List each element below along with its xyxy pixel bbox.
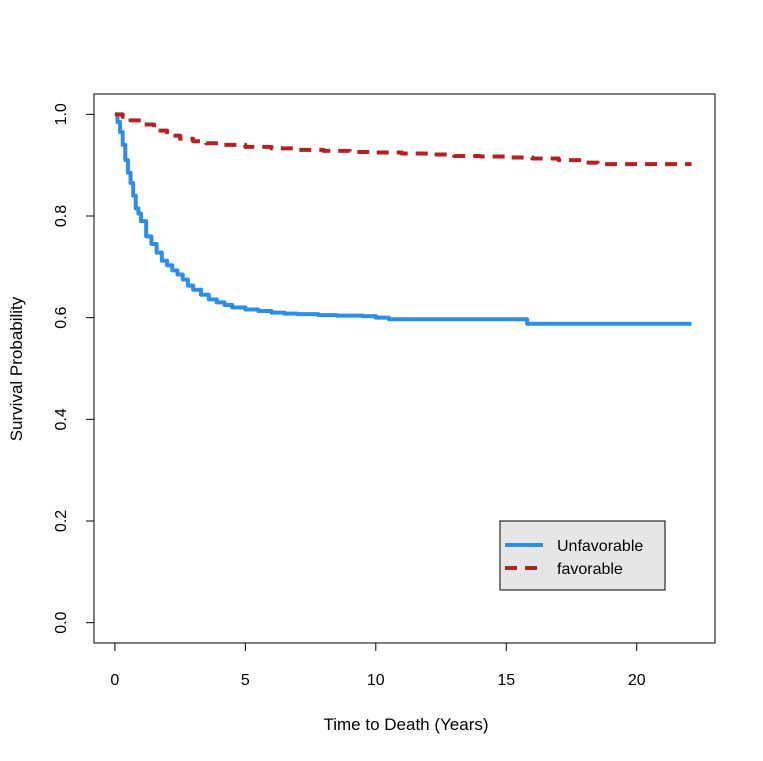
y-tick-label: 0.2 xyxy=(53,510,70,532)
y-tick-label: 0.8 xyxy=(53,205,70,227)
x-tick-label: 20 xyxy=(628,672,646,689)
y-tick-label: 0.0 xyxy=(53,611,70,633)
x-tick-label: 5 xyxy=(241,672,250,689)
series-line-favorable xyxy=(114,112,692,167)
y-tick-label: 0.6 xyxy=(53,306,70,328)
legend-label-unfavorable: Unfavorable xyxy=(557,538,643,555)
y-axis: 0.0 0.2 0.4 0.6 0.8 1.0 xyxy=(53,103,95,634)
y-tick-label: 1.0 xyxy=(53,103,70,125)
legend-label-favorable: favorable xyxy=(557,561,623,578)
series-line-unfavorable xyxy=(114,112,692,326)
x-tick-label: 0 xyxy=(110,672,119,689)
legend-box xyxy=(499,520,666,591)
legend: Unfavorable favorable xyxy=(499,520,666,591)
x-axis: 0 5 10 15 20 xyxy=(110,642,646,689)
y-tick-label: 0.4 xyxy=(53,408,70,430)
x-tick-label: 10 xyxy=(367,672,385,689)
x-tick-label: 15 xyxy=(497,672,515,689)
series-layer xyxy=(114,112,692,326)
y-axis-title: Survival Probability xyxy=(7,296,26,441)
x-axis-title: Time to Death (Years) xyxy=(323,715,488,734)
